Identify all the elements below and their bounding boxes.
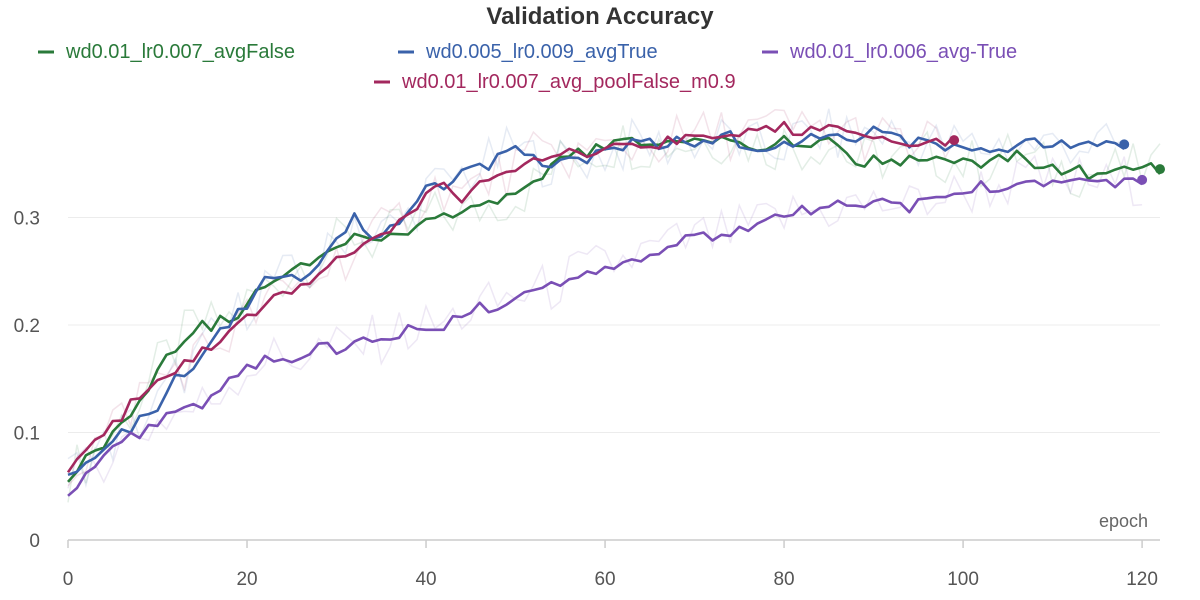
legend-entry: wd0.01_lr0.007_avg_poolFalse_m0.9: [401, 71, 736, 93]
raw-series-traces: [67, 108, 1161, 503]
legend-entry: wd0.01_lr0.006_avg-True: [789, 41, 1017, 63]
x-tick-label: 0: [63, 569, 74, 590]
series-lines: [66, 120, 1161, 497]
legend: wd0.01_lr0.007_avgFalse wd0.005_lr0.009_a…: [38, 41, 1017, 93]
series-line: [67, 125, 1125, 477]
series-endpoint-marker: [1137, 174, 1148, 185]
axes: 0 0.1 0.2 0.3 0 20 40 60 80 100 120: [14, 209, 1158, 591]
series-line: [67, 177, 1143, 497]
x-tick-label: 100: [947, 569, 979, 590]
series-line: [66, 120, 956, 474]
x-tick-label: 120: [1126, 569, 1158, 590]
series-endpoints: [949, 135, 1165, 185]
series-raw-line: [67, 109, 955, 487]
legend-entry: wd0.005_lr0.009_avgTrue: [425, 41, 658, 63]
x-tick-label: 40: [415, 569, 436, 590]
x-tick-label: 60: [594, 569, 615, 590]
series-line: [67, 134, 1161, 483]
x-axis-label: epoch: [1099, 511, 1148, 531]
x-tick-label: 80: [773, 569, 794, 590]
y-tick-label: 0.2: [14, 316, 40, 337]
series-endpoint-marker: [1119, 139, 1130, 150]
chart-title: Validation Accuracy: [486, 3, 714, 30]
x-tick-label: 20: [236, 569, 257, 590]
legend-entry: wd0.01_lr0.007_avgFalse: [65, 41, 295, 63]
y-tick-label: 0.3: [14, 209, 40, 230]
series-raw-line: [67, 125, 1161, 503]
y-tick-label: 0: [29, 531, 40, 552]
y-tick-label: 0.1: [14, 424, 40, 445]
series-endpoint-marker: [949, 135, 960, 146]
series-endpoint-marker: [1155, 164, 1165, 175]
grid: [68, 217, 1160, 541]
